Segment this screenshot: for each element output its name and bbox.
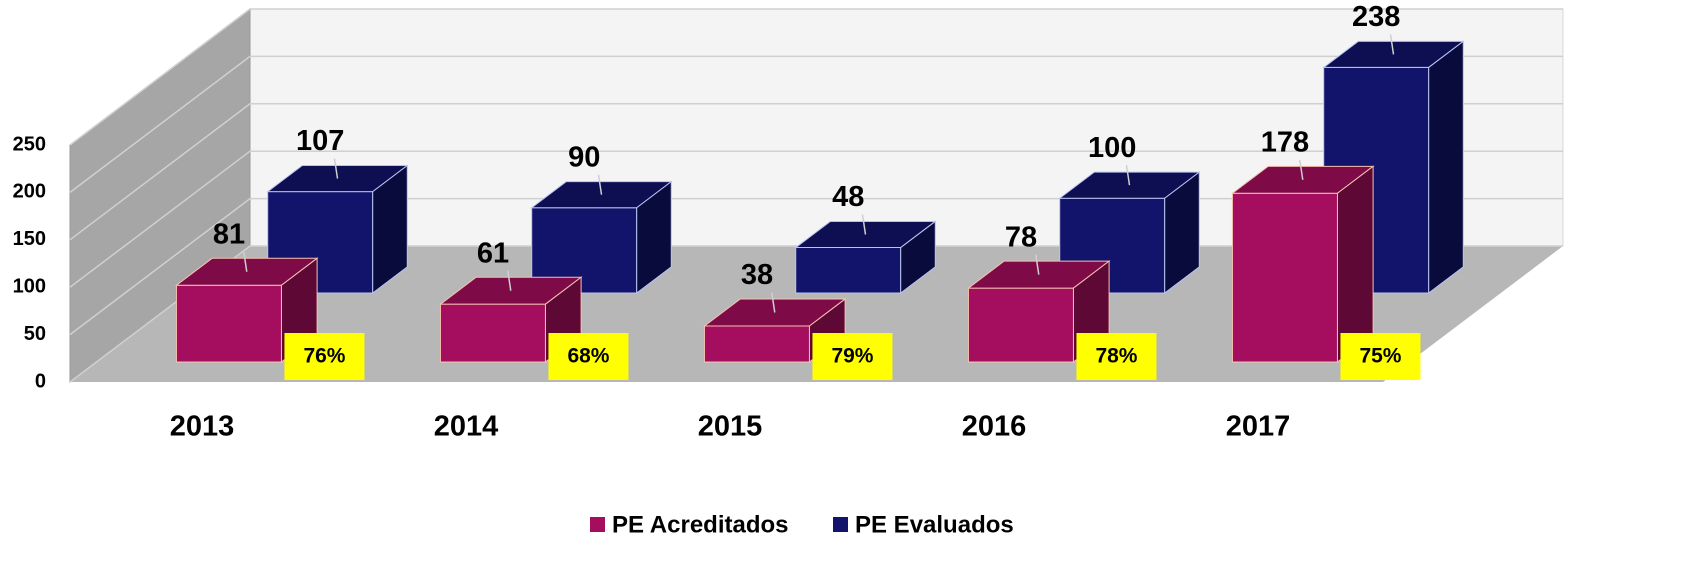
y-tick-label: 100 bbox=[13, 275, 46, 297]
grid-line bbox=[69, 55, 1563, 193]
x-tick-label: 2013 bbox=[170, 411, 235, 443]
y-tick-label: 250 bbox=[13, 133, 46, 155]
x-tick-label: 2015 bbox=[698, 411, 763, 443]
annotation: 76% bbox=[303, 345, 345, 368]
grid-line bbox=[69, 103, 1563, 241]
value-label: 107 bbox=[296, 125, 344, 157]
leader-line bbox=[1125, 165, 1131, 186]
leader-line bbox=[243, 251, 248, 272]
bar-side bbox=[1164, 171, 1200, 295]
bar-front bbox=[439, 303, 546, 363]
bar-front bbox=[795, 247, 902, 294]
bar bbox=[1230, 165, 1375, 364]
value-label: 178 bbox=[1261, 126, 1309, 158]
value-label: 78 bbox=[1005, 221, 1037, 253]
y-tick-label: 200 bbox=[13, 181, 46, 203]
legend-swatch bbox=[590, 517, 605, 532]
value-label: 48 bbox=[832, 181, 864, 213]
bar-side bbox=[636, 180, 672, 295]
annotation-box bbox=[1076, 333, 1157, 380]
annotation-box bbox=[548, 333, 629, 380]
annotation-box bbox=[284, 333, 365, 380]
leader-line bbox=[771, 292, 776, 313]
value-label: 38 bbox=[741, 259, 773, 291]
bar-side bbox=[372, 164, 408, 295]
y-tick-label: 0 bbox=[35, 370, 46, 392]
leader-line bbox=[333, 158, 339, 179]
bar-front bbox=[703, 325, 810, 363]
bar-front bbox=[1231, 192, 1338, 363]
bar-front bbox=[967, 287, 1074, 363]
leader-line bbox=[1299, 159, 1304, 180]
bar bbox=[530, 180, 673, 295]
value-label: 90 bbox=[568, 141, 600, 173]
annotation: 78% bbox=[1095, 345, 1137, 368]
legend-swatch bbox=[833, 517, 848, 532]
x-tick-label: 2017 bbox=[1226, 411, 1291, 443]
annotation: 75% bbox=[1359, 345, 1401, 368]
bar-side bbox=[1336, 165, 1374, 364]
annotation: 79% bbox=[831, 345, 873, 368]
y-tick-label: 150 bbox=[13, 228, 46, 250]
x-tick-label: 2016 bbox=[962, 411, 1027, 443]
leader-line bbox=[507, 270, 512, 291]
leader-line bbox=[597, 174, 603, 195]
value-label: 100 bbox=[1088, 132, 1136, 164]
bar-front bbox=[175, 284, 282, 363]
value-label: 61 bbox=[477, 237, 509, 269]
leader-line bbox=[1389, 34, 1395, 55]
legend-label: PE Acreditados bbox=[612, 511, 789, 538]
leader-line bbox=[861, 214, 867, 235]
annotation-box bbox=[1340, 333, 1421, 380]
grid-line bbox=[69, 150, 1563, 288]
annotation-box bbox=[812, 333, 893, 380]
bar-side bbox=[1428, 40, 1464, 295]
y-tick-label: 50 bbox=[24, 323, 46, 345]
x-tick-label: 2014 bbox=[434, 411, 499, 443]
value-label: 238 bbox=[1352, 1, 1400, 33]
annotation: 68% bbox=[567, 345, 609, 368]
value-label: 81 bbox=[213, 218, 245, 250]
leader-line bbox=[1035, 254, 1040, 275]
bar-side bbox=[900, 220, 936, 295]
legend-label: PE Evaluados bbox=[855, 511, 1014, 538]
grid-line bbox=[69, 8, 1563, 146]
